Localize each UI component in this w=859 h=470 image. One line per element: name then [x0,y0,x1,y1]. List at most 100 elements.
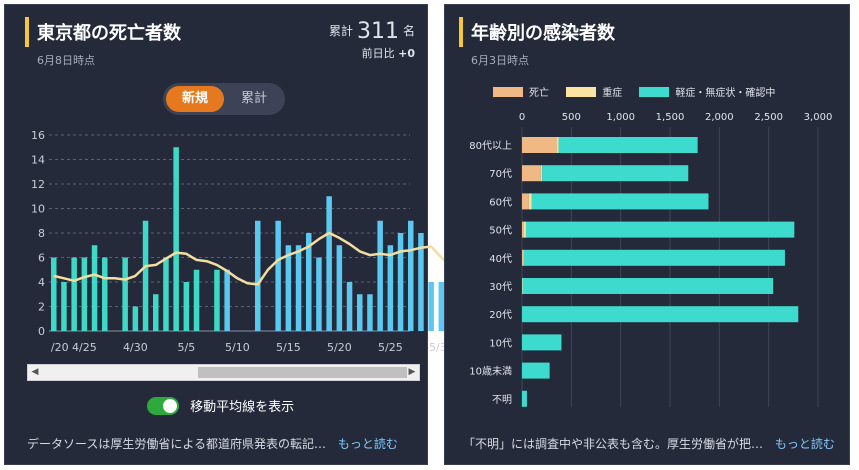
deaths-bar-chart: 0 2 4 6 8 10 12 14 16/20 4/25 4/30 5/5 5/10 5/15 5/20 5… [31,129,547,354]
category-label: 10代 [489,337,512,349]
total-unit: 名 [402,24,415,38]
moving-average-label: 移動平均線を表示 [190,400,295,415]
category-label: 60代 [489,196,512,208]
age-bar-segment [522,193,529,210]
x-tick-label: 1,000 [606,112,635,123]
legend-item-death[interactable]: 死亡 [493,84,549,99]
death-bar [326,196,332,331]
age-bar-segment [542,165,689,182]
age-bar-segment [522,221,524,238]
age-title: 年齢別の感染者数 [471,23,615,44]
x-tick-label: /20 [51,341,69,354]
legend-label: 死亡 [529,88,549,99]
death-bar [255,220,261,331]
total-value: 311 [356,19,399,44]
legend-item-mild[interactable]: 軽症・無症状・確認中 [639,84,775,99]
age-bar-chart: 0 500 1,000 1,500 2,000 2,500 3,000 80代以上 70代 60代… [469,112,832,407]
moving-average-switch[interactable] [147,396,179,415]
age-bar-segment [522,390,527,407]
death-bar [71,257,77,331]
death-bar [122,257,128,331]
deaths-read-more-link[interactable]: もっと読む [337,437,398,451]
category-label: 10歳未満 [469,366,512,378]
moving-average-toggle-row: 移動平均線を表示 [147,395,294,417]
scrollbar-thumb[interactable] [198,367,407,378]
death-bar [173,147,179,331]
age-bar-segment [540,165,543,182]
scroll-left-icon[interactable]: ◀ [31,367,39,377]
death-bar [153,294,159,331]
age-bar-segment [522,249,523,266]
legend-item-severe[interactable]: 重症 [566,84,622,99]
y-tick-label: 16 [31,129,45,142]
y-tick-label: 10 [31,203,45,216]
death-bar [214,269,220,331]
age-bar-segment [523,221,526,238]
death-bar [183,282,190,331]
age-footer-text: 「不明」には調査中や非公表も含む。厚生労働省が把… [463,437,764,451]
y-tick-label: 6 [38,252,45,265]
category-label: 50代 [489,225,512,237]
y-tick-label: 4 [38,276,45,289]
category-label: 20代 [489,309,512,321]
death-bar [193,269,200,331]
death-bar [81,257,88,331]
age-bar-segment [522,362,550,379]
age-bar-segment [522,334,562,351]
deaths-footer-text: データソースは厚生労働省による都道府県発表の転記… [27,437,327,451]
category-label: 80代以上 [469,140,512,152]
deaths-footer: データソースは厚生労働省による都道府県発表の転記… もっと読む [27,435,398,452]
title-accent-bar [25,17,29,47]
death-bar [102,257,108,331]
diff-value: +0 [398,47,415,60]
death-bar [408,220,414,331]
x-tick-label: 5/10 [225,341,250,354]
x-tick-label: 1,500 [656,112,685,123]
age-bar-segment [531,193,709,210]
legend-label: 軽症・無症状・確認中 [675,88,776,99]
x-tick-label: 2,500 [754,112,783,123]
y-tick-label: 14 [31,154,45,167]
chart-scrollbar[interactable]: ◀ ▶ [27,364,420,381]
category-label: 40代 [489,253,512,265]
death-bar [367,294,373,331]
age-bar-segment [558,137,698,153]
legend-label: 重症 [602,88,623,99]
scroll-right-icon[interactable]: ▶ [408,367,416,377]
death-bar [163,257,169,331]
age-bar-segment [557,137,559,153]
x-tick-label: 4/25 [72,341,97,354]
death-bar [377,220,383,331]
age-bar-segment [528,193,532,210]
age-bar-segment [522,278,774,294]
age-read-more-link[interactable]: もっと読む [774,437,835,451]
deaths-title: 東京都の死亡者数 [37,23,181,44]
age-bar-segment [522,306,799,323]
tab-cumulative[interactable]: 累計 [240,91,267,106]
category-label: 不明 [492,394,512,406]
death-bar [346,282,353,331]
x-tick-label: 5/20 [327,341,352,354]
age-date: 6月3日時点 [471,54,529,67]
x-tick-label: 2,000 [705,112,734,123]
y-tick-label: 8 [38,227,45,240]
age-footer: 「不明」には調査中や非公表も含む。厚生労働省が把… もっと読む [463,435,835,452]
category-label: 30代 [489,281,512,293]
category-label: 70代 [489,168,512,180]
death-bar [224,269,230,331]
age-legend: 死亡 重症 軽症・無症状・確認中 [493,84,789,99]
x-tick-label: 5/25 [378,341,403,354]
death-bar [132,306,139,331]
deaths-date: 6月8日時点 [37,54,95,67]
x-tick-label: 4/30 [123,341,148,354]
death-bar [306,233,312,331]
x-tick-label: 5/15 [276,341,301,354]
age-bar-segment [522,165,541,182]
x-tick-label: 0 [519,112,525,123]
death-bar [295,245,302,331]
y-tick-label: 0 [38,325,45,338]
tab-new[interactable]: 新規 [166,86,224,112]
death-bar [51,257,57,331]
age-bar-segment [522,137,558,153]
